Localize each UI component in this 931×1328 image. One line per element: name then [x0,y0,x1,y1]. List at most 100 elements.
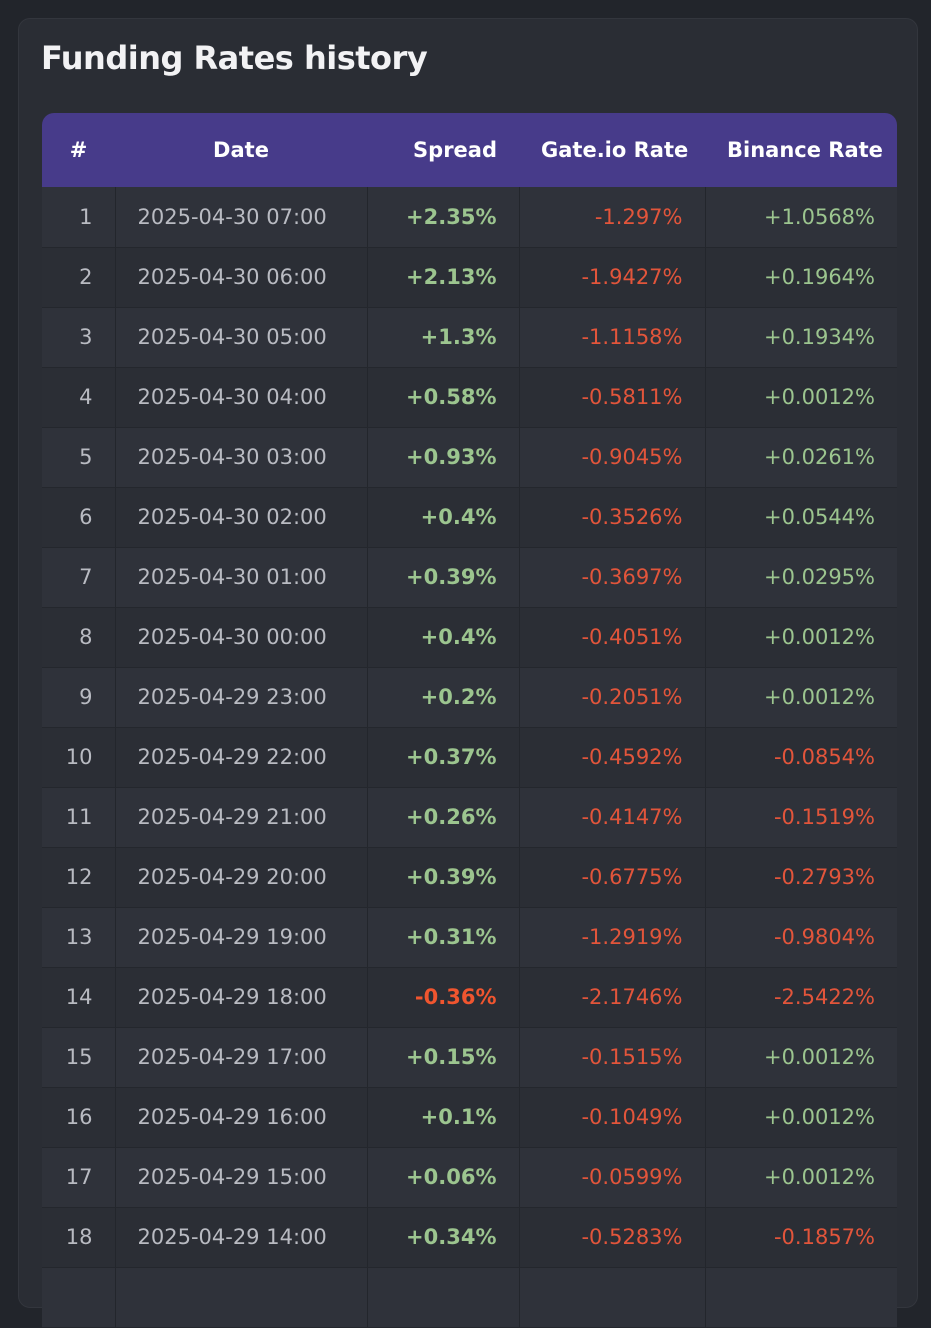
row-binance-rate: -0.9804% [705,907,897,968]
table-row: 3 2025-04-30 05:00 +1.3% -1.1158% +0.1934% [42,307,897,368]
row-spread: +0.06% [367,1147,520,1208]
row-spread: +0.2% [367,667,520,728]
table-row: 2 2025-04-30 06:00 +2.13% -1.9427% +0.1964% [42,247,897,308]
row-spread: +0.39% [367,547,520,608]
table-row: 12 2025-04-29 20:00 +0.39% -0.6775% -0.2793% [42,847,897,908]
row-index: 6 [42,487,116,548]
row-date: 2025-04-30 01:00 [115,547,368,608]
row-date: 2025-04-29 17:00 [115,1027,368,1088]
row-binance-rate: +0.0012% [705,1027,897,1088]
table-row: 11 2025-04-29 21:00 +0.26% -0.4147% -0.1519% [42,787,897,848]
row-spread: +0.37% [367,727,520,788]
row-binance-rate: +0.0012% [705,367,897,428]
row-date: 2025-04-30 07:00 [115,187,368,248]
table-row: 9 2025-04-29 23:00 +0.2% -0.2051% +0.0012% [42,667,897,728]
row-date [115,1267,368,1328]
row-binance-rate: +1.0568% [705,187,897,248]
row-gate-rate: -0.5811% [519,367,706,428]
row-binance-rate: -0.2793% [705,847,897,908]
row-spread: +0.58% [367,367,520,428]
table-row: 15 2025-04-29 17:00 +0.15% -0.1515% +0.0012% [42,1027,897,1088]
funding-rates-table-wrapper: # Date Spread Gate.io Rate Binance Rate … [42,113,897,1328]
row-binance-rate: +0.0012% [705,1147,897,1208]
table-row: 8 2025-04-30 00:00 +0.4% -0.4051% +0.0012% [42,607,897,668]
row-date: 2025-04-29 16:00 [115,1087,368,1148]
row-date: 2025-04-29 18:00 [115,967,368,1028]
row-spread: +0.39% [367,847,520,908]
row-gate-rate: -1.297% [519,187,706,248]
row-spread: +2.35% [367,187,520,248]
row-index: 12 [42,847,116,908]
row-date: 2025-04-29 15:00 [115,1147,368,1208]
row-gate-rate: -0.4147% [519,787,706,848]
row-gate-rate: -1.2919% [519,907,706,968]
column-header-date[interactable]: Date [213,138,269,162]
row-binance-rate: -0.0854% [705,727,897,788]
row-date: 2025-04-29 14:00 [115,1207,368,1268]
row-binance-rate: +0.1934% [705,307,897,368]
row-index: 15 [42,1027,116,1088]
row-gate-rate: -1.1158% [519,307,706,368]
row-index: 5 [42,427,116,488]
row-gate-rate: -2.1746% [519,967,706,1028]
table-row [42,1267,897,1328]
row-date: 2025-04-30 03:00 [115,427,368,488]
table-row: 7 2025-04-30 01:00 +0.39% -0.3697% +0.0295% [42,547,897,608]
table-row: 14 2025-04-29 18:00 -0.36% -2.1746% -2.5422% [42,967,897,1028]
row-date: 2025-04-29 19:00 [115,907,368,968]
row-index: 2 [42,247,116,308]
row-spread: +0.15% [367,1027,520,1088]
row-date: 2025-04-30 04:00 [115,367,368,428]
row-spread: +1.3% [367,307,520,368]
row-gate-rate: -1.9427% [519,247,706,308]
row-spread: +0.4% [367,607,520,668]
row-gate-rate: -0.1049% [519,1087,706,1148]
row-gate-rate: -0.1515% [519,1027,706,1088]
row-date: 2025-04-30 00:00 [115,607,368,668]
table-body: 1 2025-04-30 07:00 +2.35% -1.297% +1.0568% 2 2… [42,187,897,1328]
table-header: # Date Spread Gate.io Rate Binance Rate [42,113,897,187]
row-binance-rate: +0.0012% [705,607,897,668]
table-row: 5 2025-04-30 03:00 +0.93% -0.9045% +0.0261% [42,427,897,488]
row-date: 2025-04-29 22:00 [115,727,368,788]
column-header-gate-rate[interactable]: Gate.io Rate [541,138,689,162]
row-index: 7 [42,547,116,608]
row-gate-rate: -0.9045% [519,427,706,488]
row-gate-rate: -0.0599% [519,1147,706,1208]
row-binance-rate: +0.0295% [705,547,897,608]
row-spread: +0.31% [367,907,520,968]
column-header-index[interactable]: # [69,138,88,162]
table-row: 13 2025-04-29 19:00 +0.31% -1.2919% -0.9804% [42,907,897,968]
row-binance-rate [705,1267,897,1328]
table-row: 6 2025-04-30 02:00 +0.4% -0.3526% +0.0544% [42,487,897,548]
row-index: 17 [42,1147,116,1208]
row-index: 14 [42,967,116,1028]
table-row: 1 2025-04-30 07:00 +2.35% -1.297% +1.0568% [42,187,897,248]
row-spread: +2.13% [367,247,520,308]
row-binance-rate: -0.1857% [705,1207,897,1268]
table-row: 4 2025-04-30 04:00 +0.58% -0.5811% +0.0012% [42,367,897,428]
row-gate-rate [519,1267,706,1328]
row-index [42,1267,116,1328]
row-spread: -0.36% [367,967,520,1028]
column-header-binance-rate[interactable]: Binance Rate [727,138,883,162]
row-index: 11 [42,787,116,848]
table-row: 16 2025-04-29 16:00 +0.1% -0.1049% +0.0012% [42,1087,897,1148]
row-binance-rate: +0.1964% [705,247,897,308]
row-spread: +0.93% [367,427,520,488]
row-binance-rate: +0.0012% [705,667,897,728]
row-index: 10 [42,727,116,788]
row-index: 13 [42,907,116,968]
row-index: 3 [42,307,116,368]
row-spread: +0.26% [367,787,520,848]
funding-rates-card: Funding Rates history # Date Spread Gate… [18,18,918,1328]
row-index: 16 [42,1087,116,1148]
row-binance-rate: +0.0544% [705,487,897,548]
row-spread: +0.4% [367,487,520,548]
row-binance-rate: +0.0261% [705,427,897,488]
row-index: 9 [42,667,116,728]
row-spread: +0.34% [367,1207,520,1268]
row-gate-rate: -0.4051% [519,607,706,668]
row-date: 2025-04-30 06:00 [115,247,368,308]
column-header-spread[interactable]: Spread [413,138,497,162]
